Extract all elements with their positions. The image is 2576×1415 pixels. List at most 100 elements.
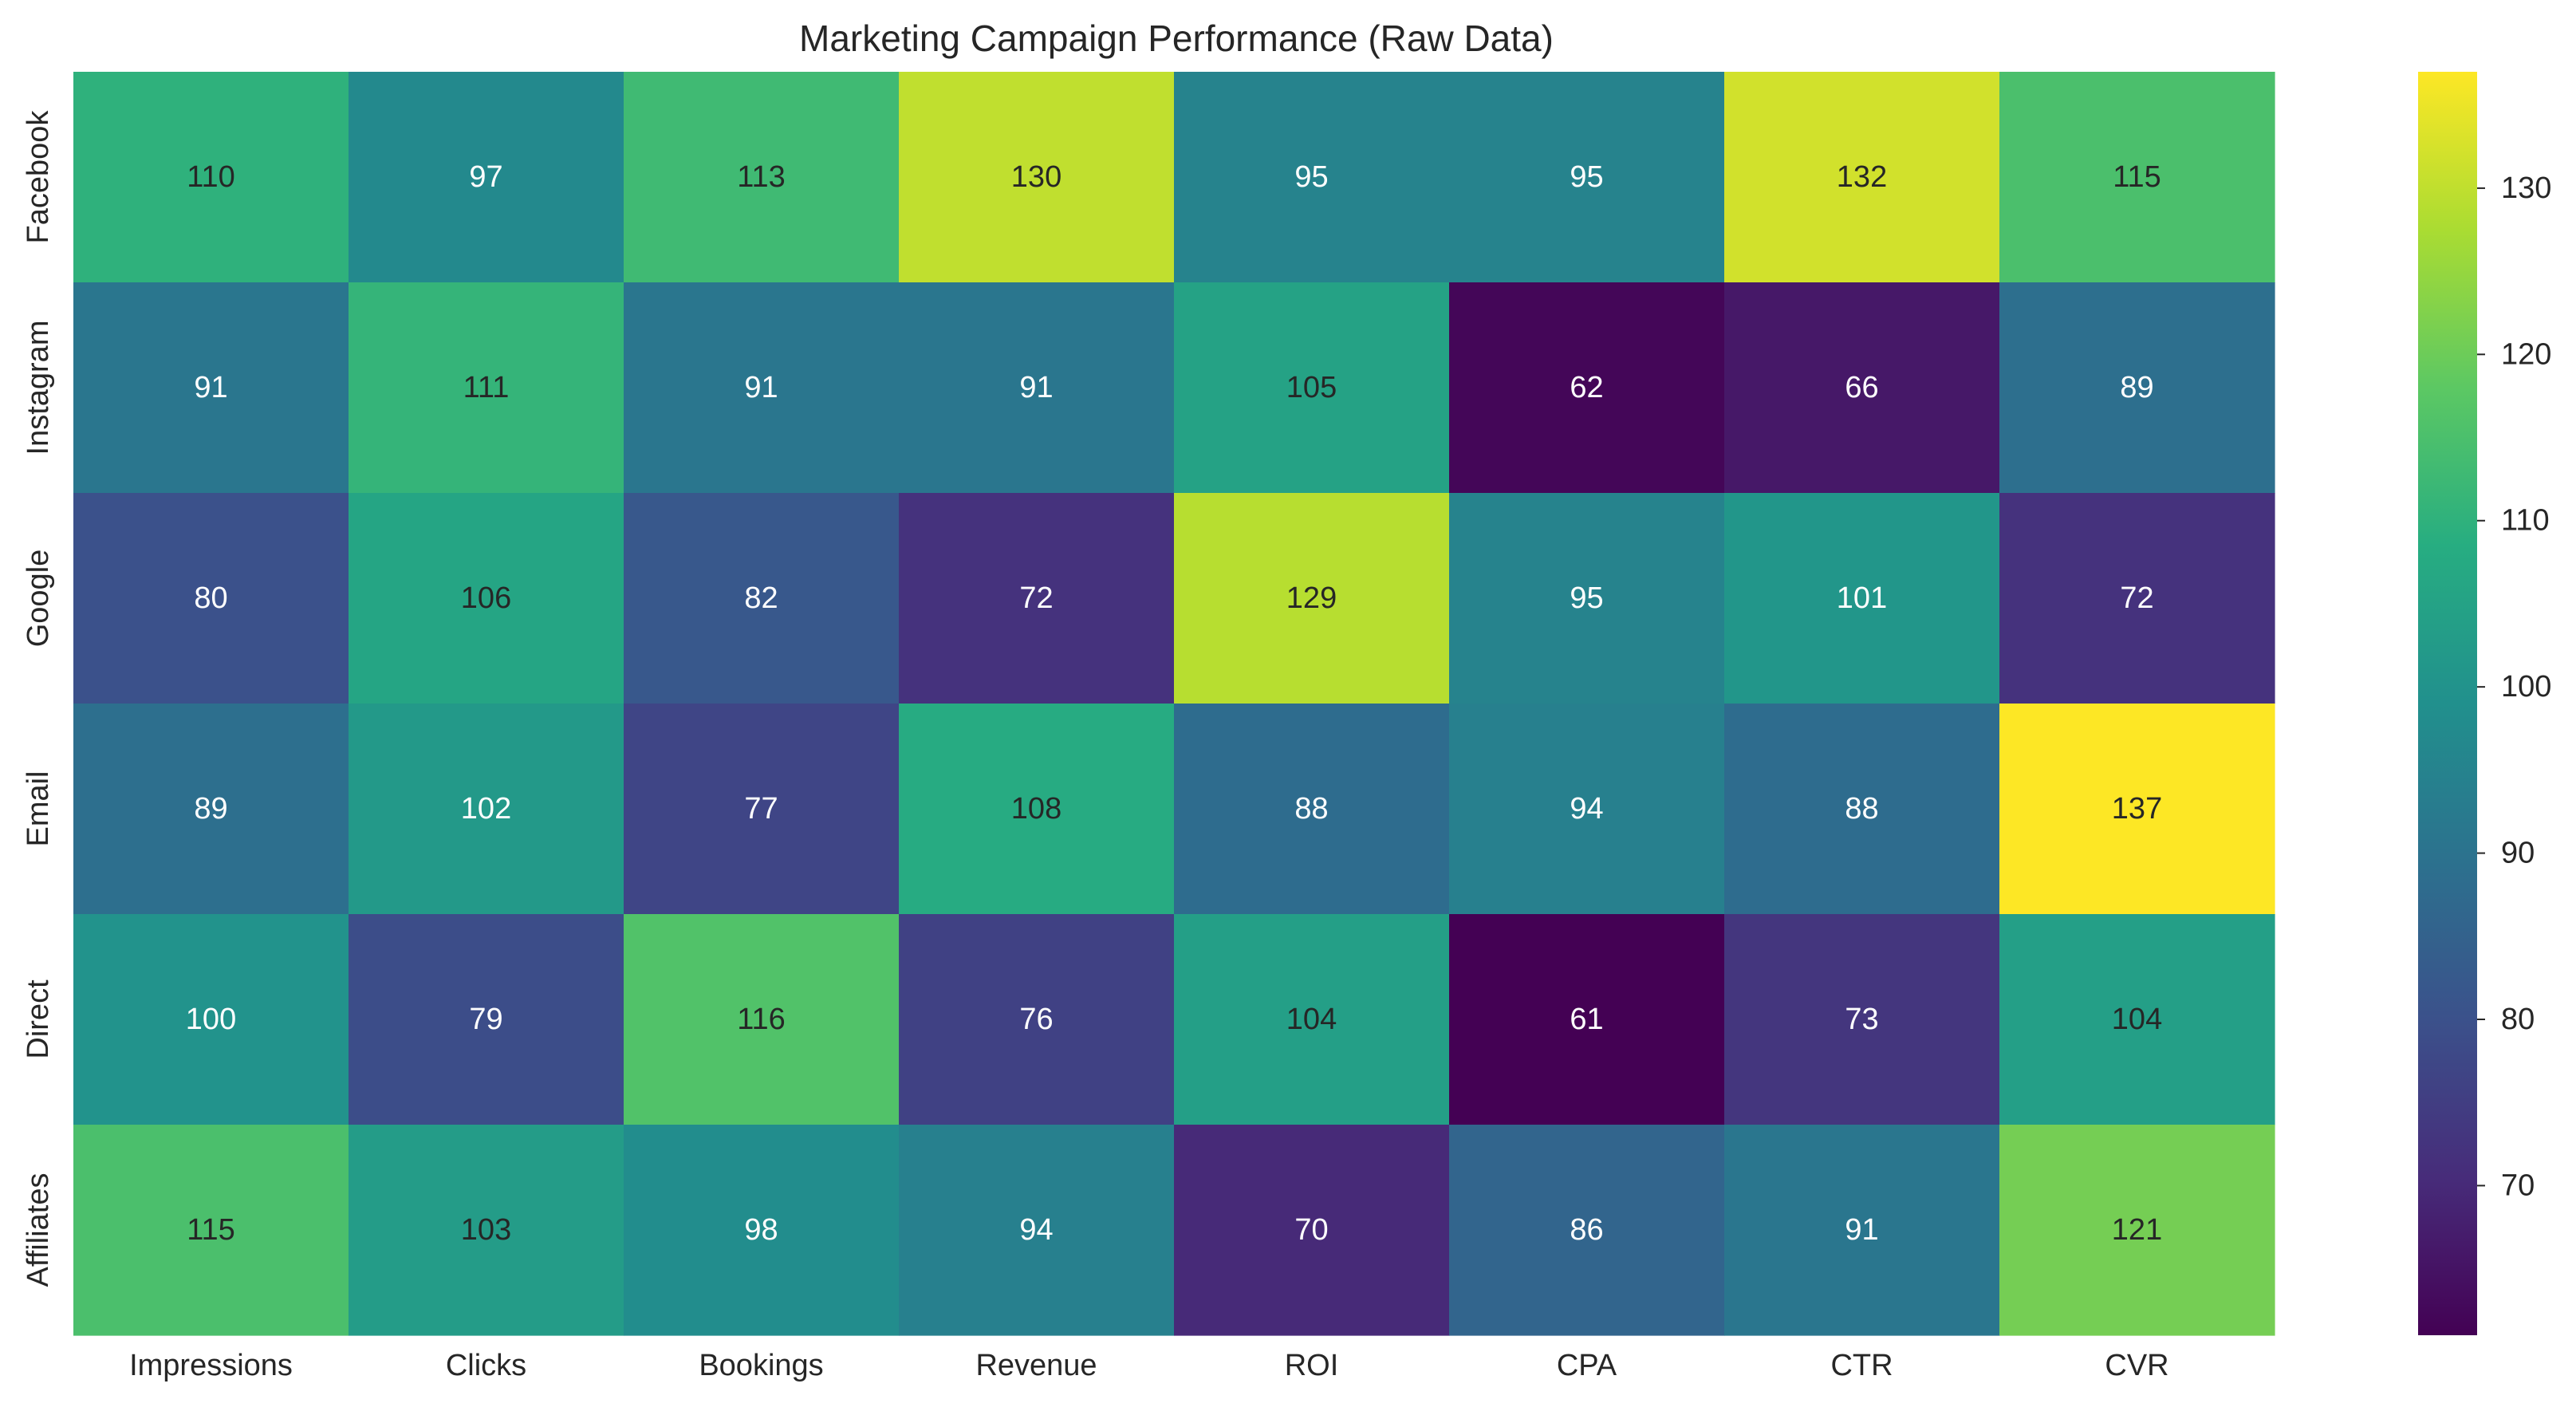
heatmap-cell: [349, 282, 624, 494]
cell-value-label: 108: [1011, 792, 1062, 826]
heatmap-cell: [1174, 1125, 1450, 1336]
cell-value-label: 129: [1286, 581, 1337, 615]
cell-value-label: 91: [1845, 1213, 1878, 1247]
y-tick-label: Google: [22, 550, 55, 648]
x-tick-label: CTR: [1830, 1349, 1893, 1382]
colorbar-tick-label: 110: [2501, 504, 2550, 538]
cell-value-label: 89: [194, 792, 227, 826]
cell-value-label: 94: [1019, 1213, 1053, 1247]
heatmap-cell: [899, 704, 1175, 915]
heatmap-cell: [1999, 704, 2275, 915]
heatmap-cell: [899, 1125, 1175, 1336]
cell-value-label: 72: [2120, 581, 2153, 615]
heatmap-cell: [1174, 493, 1450, 704]
heatmap-cell: [624, 72, 900, 283]
heatmap-cell: [899, 282, 1175, 494]
heatmap-cell: [73, 1125, 349, 1336]
cell-value-label: 104: [1286, 1003, 1337, 1036]
colorbar-tick-label: 70: [2501, 1169, 2535, 1202]
heatmap-cell: [899, 72, 1175, 283]
heatmap-cell: [349, 1125, 624, 1336]
heatmap-cell: [1999, 1125, 2275, 1336]
heatmap-cell: [1449, 704, 1725, 915]
cell-value-label: 98: [744, 1213, 778, 1247]
heatmap-cell: [1449, 282, 1725, 494]
cell-value-label: 73: [1845, 1003, 1878, 1036]
cell-value-label: 97: [469, 160, 502, 194]
heatmap-cell: [899, 914, 1175, 1125]
y-axis-tick-labels: Facebook Instagram Google Email Direct Affili…: [22, 110, 55, 1287]
y-tick-label: Instagram: [22, 321, 55, 455]
x-axis-tick-labels: Impressions Clicks Bookings Revenue ROI CPA CT…: [129, 1349, 2169, 1382]
heatmap-cell: [1724, 72, 2000, 283]
x-tick-label: Revenue: [975, 1349, 1097, 1382]
x-tick-label: Impressions: [129, 1349, 293, 1382]
heatmap-cell: [624, 914, 900, 1125]
colorbar: 70 80 90 100 110 120 130: [2418, 72, 2551, 1335]
cell-value-label: 111: [463, 371, 510, 404]
cell-value-label: 102: [461, 792, 511, 826]
heatmap-cell: [624, 1125, 900, 1336]
colorbar-gradient: [2418, 72, 2477, 1335]
cell-value-label: 130: [1011, 160, 1062, 194]
heatmap-cell-labels: 110 97 113 130 95 95 132 115 91 111 91 91 105 62 66 89 8…: [186, 160, 2162, 1247]
y-tick-label: Email: [22, 771, 55, 846]
heatmap-cell: [73, 72, 349, 283]
cell-value-label: 70: [1294, 1213, 1328, 1247]
cell-value-label: 100: [186, 1003, 236, 1036]
cell-value-label: 72: [1019, 581, 1053, 615]
colorbar-tick-label: 90: [2501, 837, 2535, 870]
cell-value-label: 76: [1019, 1003, 1053, 1036]
heatmap-cell: [1449, 1125, 1725, 1336]
colorbar-tick-label: 80: [2501, 1003, 2535, 1036]
x-tick-label: CPA: [1557, 1349, 1617, 1382]
colorbar-tick-label: 130: [2501, 171, 2551, 205]
heatmap-cell: [1174, 914, 1450, 1125]
y-tick-label: Affiliates: [22, 1173, 55, 1287]
heatmap-cell: [624, 704, 900, 915]
heatmap-cell: [1999, 72, 2275, 283]
cell-value-label: 91: [194, 371, 227, 404]
heatmap-cell: [349, 704, 624, 915]
heatmap-cell: [1724, 914, 2000, 1125]
heatmap-cell: [73, 493, 349, 704]
cell-value-label: 62: [1570, 371, 1603, 404]
heatmap-cell: [1724, 282, 2000, 494]
x-tick-label: Bookings: [699, 1349, 823, 1382]
cell-value-label: 61: [1570, 1003, 1603, 1036]
cell-value-label: 132: [1837, 160, 1887, 194]
cell-value-label: 121: [2112, 1213, 2162, 1247]
cell-value-label: 86: [1570, 1213, 1603, 1247]
chart-title: Marketing Campaign Performance (Raw Data…: [799, 18, 1554, 59]
heatmap-cell: [624, 493, 900, 704]
cell-value-label: 88: [1845, 792, 1878, 826]
cell-value-label: 113: [737, 160, 786, 194]
heatmap-cell: [73, 282, 349, 494]
cell-value-label: 88: [1294, 792, 1328, 826]
cell-value-label: 101: [1837, 581, 1887, 615]
y-tick-label: Facebook: [22, 110, 55, 244]
cell-value-label: 95: [1294, 160, 1328, 194]
heatmap-cell: [899, 493, 1175, 704]
cell-value-label: 106: [461, 581, 511, 615]
heatmap-cell: [1449, 914, 1725, 1125]
cell-value-label: 115: [187, 1213, 235, 1247]
heatmap-cell: [624, 282, 900, 494]
cell-value-label: 116: [737, 1003, 786, 1036]
cell-value-label: 110: [187, 160, 235, 194]
heatmap-cell: [349, 914, 624, 1125]
colorbar-tick-label: 100: [2501, 670, 2551, 704]
y-tick-label: Direct: [22, 979, 55, 1059]
cell-value-label: 89: [2120, 371, 2153, 404]
heatmap-cell: [1449, 72, 1725, 283]
x-tick-label: CVR: [2105, 1349, 2168, 1382]
heatmap-cell: [1724, 1125, 2000, 1336]
cell-value-label: 82: [744, 581, 778, 615]
cell-value-label: 103: [461, 1213, 511, 1247]
cell-value-label: 95: [1570, 160, 1603, 194]
cell-value-label: 95: [1570, 581, 1603, 615]
heatmap-cell: [1174, 72, 1450, 283]
heatmap-cell: [1999, 914, 2275, 1125]
cell-value-label: 105: [1286, 371, 1337, 404]
